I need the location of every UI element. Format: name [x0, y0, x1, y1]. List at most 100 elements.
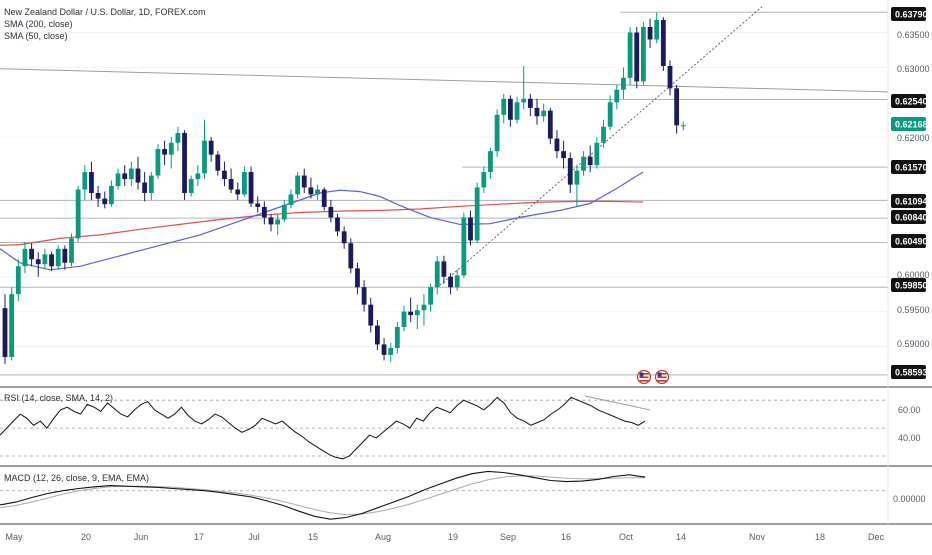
candle: [248, 166, 254, 207]
candle-body: [255, 203, 261, 207]
candle: [308, 177, 314, 199]
candle: [641, 22, 646, 85]
candle: [381, 338, 387, 361]
time-tick: Oct: [619, 532, 634, 542]
candle: [255, 196, 261, 213]
time-tick: Nov: [749, 532, 766, 542]
candle-body: [554, 138, 560, 152]
candle-body: [674, 88, 680, 126]
candle: [222, 161, 227, 187]
candle-body: [361, 287, 367, 305]
candle-body: [9, 294, 15, 357]
candle-body: [474, 187, 480, 241]
us-flag-icon[interactable]: [654, 369, 670, 385]
macd-tick: 0.00000: [893, 494, 926, 504]
time-tick: Jun: [134, 532, 149, 542]
candle: [441, 255, 447, 284]
ascending-trendline: [439, 6, 763, 286]
candle: [448, 273, 453, 295]
candle: [62, 245, 68, 270]
candle: [474, 182, 480, 244]
candle: [541, 103, 547, 122]
candle-body: [308, 187, 314, 195]
legend-sma200[interactable]: SMA (200, close): [4, 19, 73, 29]
candle-body: [368, 304, 374, 326]
candle-body: [488, 151, 493, 173]
candle-body: [394, 326, 400, 348]
candle: [341, 226, 347, 249]
descending-trendline: [0, 68, 889, 93]
candle: [175, 126, 181, 152]
candle: [355, 262, 360, 295]
candle: [9, 287, 15, 361]
candle-body: [122, 173, 128, 180]
us-flag-icon[interactable]: [636, 369, 652, 385]
candle-body: [341, 231, 347, 244]
candle-body: [69, 238, 74, 263]
time-tick: 15: [308, 532, 318, 542]
candle: [508, 95, 513, 127]
candle: [388, 343, 394, 362]
candle-body: [401, 311, 407, 327]
svg-text:0.61570: 0.61570: [895, 163, 928, 173]
macd-pane: [0, 470, 888, 520]
candle-body: [574, 170, 580, 185]
price-tag: 0.61570: [891, 160, 928, 174]
svg-text:0.60840: 0.60840: [895, 213, 928, 223]
candle-body: [421, 304, 427, 311]
candle: [2, 294, 8, 364]
candle-body: [388, 347, 394, 355]
candle: [434, 255, 440, 295]
candle: [521, 66, 527, 110]
candle: [235, 182, 241, 200]
candle-body: [142, 182, 148, 193]
candle: [42, 248, 48, 269]
candle-body: [468, 217, 473, 241]
candle-body: [275, 219, 281, 225]
candle-body: [434, 261, 440, 288]
current-price-tag: 0.62168: [891, 117, 928, 131]
candle-body: [15, 266, 21, 295]
svg-text:0.62168: 0.62168: [895, 120, 928, 130]
time-tick: 20: [81, 532, 91, 542]
price-tag: 0.62540: [891, 94, 928, 108]
candle-body: [42, 254, 48, 265]
candle-body: [182, 132, 187, 193]
candle: [554, 130, 560, 159]
candle-body: [641, 26, 646, 82]
candle-body: [414, 310, 420, 316]
candle-body: [155, 149, 161, 176]
candle: [534, 98, 540, 125]
candle: [89, 161, 94, 200]
price-tick: 0.59000: [897, 339, 930, 349]
candle: [195, 165, 201, 187]
candle-body: [281, 204, 287, 220]
candle-body: [381, 344, 387, 355]
candle-body: [109, 186, 114, 205]
candle: [242, 166, 247, 197]
candle: [135, 156, 141, 190]
candle: [128, 161, 134, 187]
candle: [182, 130, 187, 200]
candle: [567, 152, 573, 193]
time-tick: Jul: [248, 532, 260, 542]
candle: [627, 26, 633, 85]
candle-body: [581, 156, 586, 171]
candle: [494, 109, 500, 157]
chart-title: New Zealand Dollar / U.S. Dollar, 1D, FO…: [4, 7, 206, 17]
candle: [414, 304, 420, 330]
svg-text:0.61094: 0.61094: [895, 197, 928, 207]
time-tick: 18: [815, 532, 825, 542]
candle-body: [235, 189, 241, 195]
candle: [394, 322, 400, 354]
candle-body: [614, 89, 620, 103]
legend-sma50[interactable]: SMA (50, close): [4, 31, 68, 41]
candle-body: [328, 206, 334, 218]
candle: [454, 269, 460, 291]
level-lines: [0, 11, 888, 376]
price-tick: 0.63000: [897, 64, 930, 74]
legend-rsi[interactable]: RSI (14, close, SMA, 14, 2): [4, 393, 113, 403]
legend-macd[interactable]: MACD (12, 26, close, 9, EMA, EMA): [4, 473, 149, 483]
